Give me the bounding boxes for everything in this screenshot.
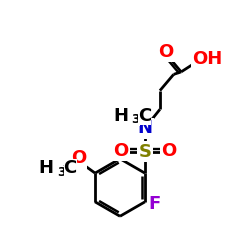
Text: N: N xyxy=(138,119,152,137)
Text: 3: 3 xyxy=(57,166,66,178)
Text: O: O xyxy=(158,43,173,61)
Text: OH: OH xyxy=(192,50,222,68)
Text: F: F xyxy=(148,196,160,213)
Text: O: O xyxy=(71,149,86,167)
Text: C: C xyxy=(138,106,151,124)
Text: H: H xyxy=(38,160,54,178)
Text: 3: 3 xyxy=(132,113,140,126)
Text: S: S xyxy=(138,143,151,161)
Text: H: H xyxy=(113,106,128,124)
Text: O: O xyxy=(162,142,177,160)
Text: C: C xyxy=(64,160,77,178)
Text: O: O xyxy=(113,142,128,160)
